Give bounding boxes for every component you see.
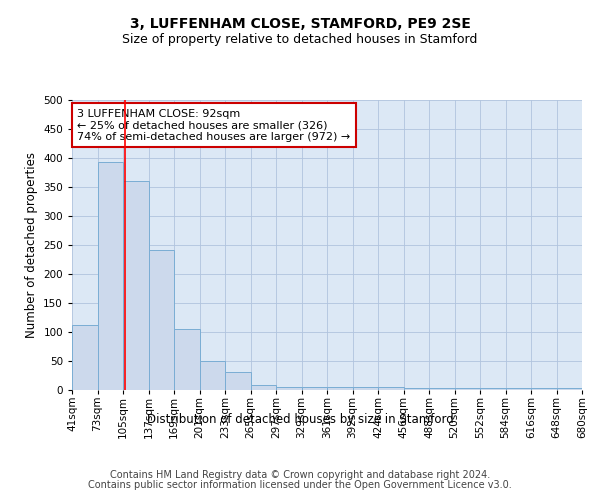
Bar xyxy=(225,372,251,390)
Text: Size of property relative to detached houses in Stamford: Size of property relative to detached ho… xyxy=(122,32,478,46)
Bar xyxy=(174,329,199,390)
Bar xyxy=(480,388,505,390)
Bar xyxy=(327,386,353,390)
Bar xyxy=(72,325,97,390)
Y-axis label: Number of detached properties: Number of detached properties xyxy=(25,152,38,338)
Text: 3 LUFFENHAM CLOSE: 92sqm
← 25% of detached houses are smaller (326)
74% of semi-: 3 LUFFENHAM CLOSE: 92sqm ← 25% of detach… xyxy=(77,108,350,142)
Bar xyxy=(505,388,531,390)
Text: Distribution of detached houses by size in Stamford: Distribution of detached houses by size … xyxy=(146,412,454,426)
Bar xyxy=(429,388,455,390)
Bar xyxy=(353,387,378,390)
Text: 3, LUFFENHAM CLOSE, STAMFORD, PE9 2SE: 3, LUFFENHAM CLOSE, STAMFORD, PE9 2SE xyxy=(130,18,470,32)
Bar xyxy=(404,388,429,390)
Bar xyxy=(199,361,225,390)
Bar xyxy=(251,385,276,390)
Bar xyxy=(455,388,480,390)
Bar xyxy=(302,387,327,390)
Bar xyxy=(557,388,582,390)
Bar xyxy=(149,250,174,390)
Bar xyxy=(123,181,149,390)
Bar xyxy=(97,162,123,390)
Bar xyxy=(276,386,302,390)
Text: Contains public sector information licensed under the Open Government Licence v3: Contains public sector information licen… xyxy=(88,480,512,490)
Bar xyxy=(531,388,557,390)
Text: Contains HM Land Registry data © Crown copyright and database right 2024.: Contains HM Land Registry data © Crown c… xyxy=(110,470,490,480)
Bar xyxy=(378,387,404,390)
